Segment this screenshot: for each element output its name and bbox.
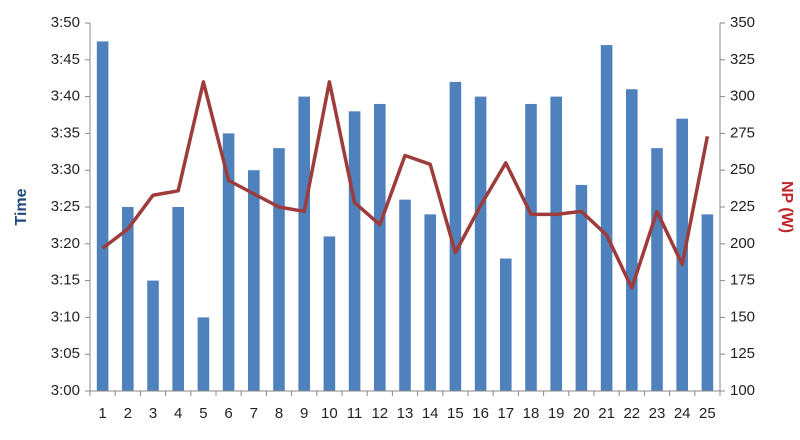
x-tick-label: 17 <box>497 405 514 422</box>
y2-tick-label: 325 <box>730 51 755 68</box>
x-tick-label: 8 <box>275 405 283 422</box>
x-tick-label: 7 <box>250 405 258 422</box>
y-tick-label: 3:35 <box>51 124 80 141</box>
bar <box>96 41 109 392</box>
x-tick-label: 21 <box>598 405 615 422</box>
x-tick-label: 22 <box>623 405 640 422</box>
y2-tick-label: 300 <box>730 88 755 105</box>
x-tick-label: 10 <box>321 405 338 422</box>
bar <box>374 103 386 392</box>
bar <box>600 45 613 391</box>
y-tick-label: 3:00 <box>51 382 80 399</box>
x-tick-label: 11 <box>347 405 363 422</box>
y-tick-label: 3:50 <box>51 14 80 31</box>
y-tick-label: 3:10 <box>51 308 80 325</box>
bar <box>323 236 336 391</box>
bar <box>676 118 688 392</box>
bar <box>474 96 487 391</box>
x-tick-label: 24 <box>674 405 691 422</box>
x-tick-label: 6 <box>224 405 232 422</box>
bar <box>248 170 260 391</box>
x-tick-label: 18 <box>523 405 540 422</box>
y-tick-label: 3:30 <box>51 161 80 178</box>
y2-tick-label: 250 <box>730 161 755 178</box>
x-tick-label: 9 <box>300 405 308 422</box>
x-tick-label: 19 <box>548 405 565 422</box>
bar <box>449 81 462 391</box>
bar <box>147 280 159 391</box>
y-tick-label: 3:20 <box>51 235 80 252</box>
bar <box>122 207 134 391</box>
bar <box>525 103 537 392</box>
x-tick-label: 20 <box>573 405 590 422</box>
x-tick-label: 25 <box>699 405 716 422</box>
y2-tick-label: 100 <box>730 382 755 399</box>
x-tick-label: 4 <box>174 405 182 422</box>
y2-tick-label: 275 <box>730 124 755 141</box>
y-tick-label: 3:45 <box>51 51 80 68</box>
y2-tick-label: 175 <box>730 272 755 289</box>
x-tick-label: 16 <box>472 405 489 422</box>
bar <box>424 214 436 391</box>
y-tick-label: 3:05 <box>51 345 80 362</box>
y2-tick-label: 200 <box>730 235 755 252</box>
x-tick-label: 12 <box>371 405 388 422</box>
x-tick-label: 3 <box>149 405 157 422</box>
bar <box>399 199 411 391</box>
line <box>101 80 710 290</box>
x-tick-label: 23 <box>649 405 666 422</box>
bar <box>197 317 210 391</box>
x-tick-label: 14 <box>422 405 439 422</box>
bar <box>273 148 285 391</box>
y-axis-title: Time <box>13 188 30 225</box>
bar <box>550 96 562 391</box>
x-tick-label: 1 <box>98 405 106 422</box>
x-tick-label: 13 <box>397 405 414 422</box>
y-tick-label: 3:25 <box>51 198 80 215</box>
bar <box>348 111 361 391</box>
bar <box>222 133 235 391</box>
y2-tick-label: 150 <box>730 308 755 325</box>
y2-axis-title: NP (W) <box>778 181 795 233</box>
bar <box>172 207 184 391</box>
x-tick-label: 2 <box>124 405 132 422</box>
bar <box>701 214 714 391</box>
x-tick-label: 15 <box>447 405 464 422</box>
x-tick-label: 5 <box>199 405 207 422</box>
y-tick-label: 3:40 <box>51 88 80 105</box>
bar <box>500 258 512 391</box>
bar <box>626 89 638 392</box>
bar <box>651 148 663 391</box>
bar <box>575 184 588 391</box>
y2-tick-label: 350 <box>730 14 755 31</box>
y2-tick-label: 225 <box>730 198 755 215</box>
y-tick-label: 3:15 <box>51 272 80 289</box>
y2-tick-label: 125 <box>730 345 755 362</box>
bar <box>298 96 310 391</box>
